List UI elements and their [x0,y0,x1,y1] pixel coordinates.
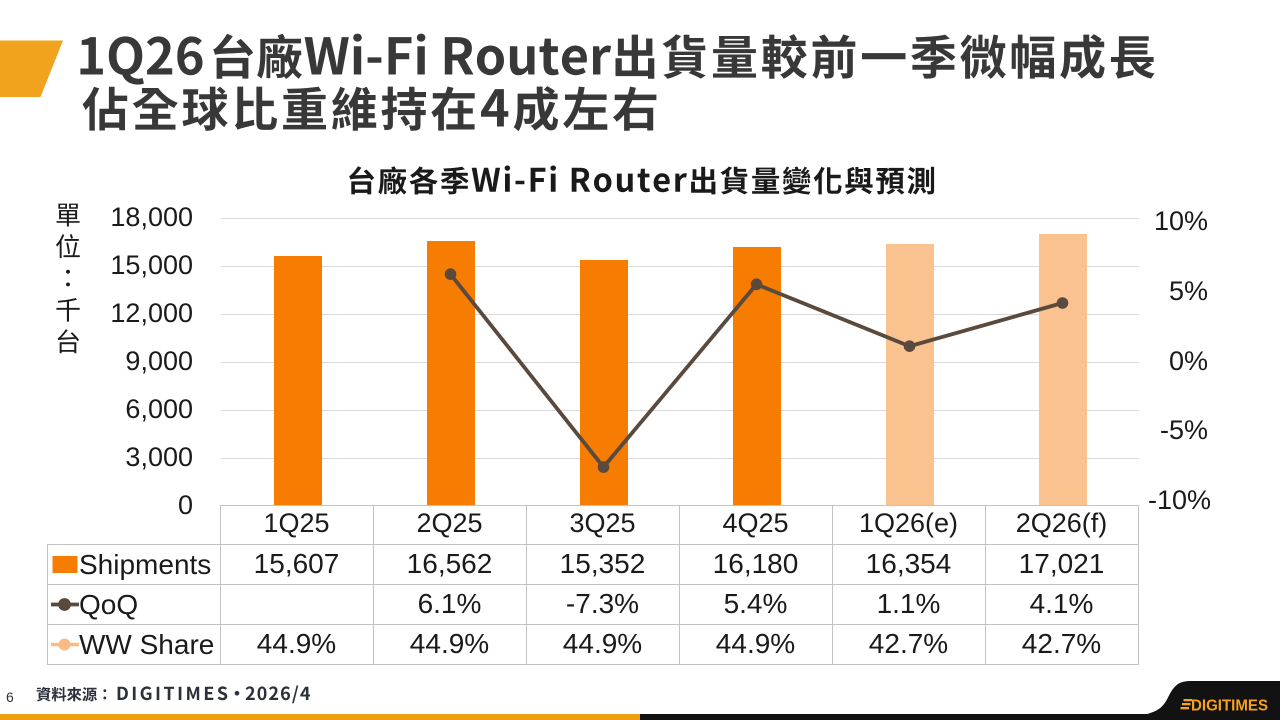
svg-text:DIGITIMES: DIGITIMES [1191,697,1268,714]
